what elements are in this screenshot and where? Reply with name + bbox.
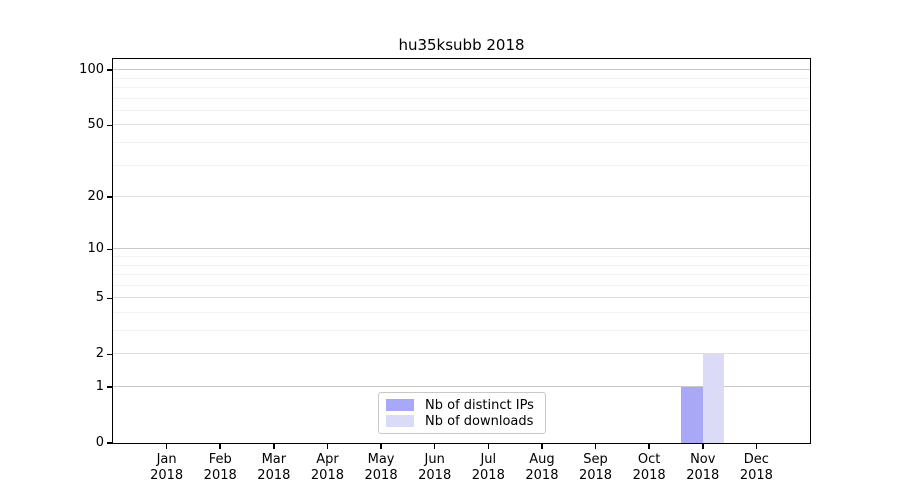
y-tick-label-20: 20	[87, 189, 104, 205]
y-tick-5	[107, 297, 112, 299]
x-tick-year: 2018	[632, 468, 666, 483]
x-tick-month: Sep	[583, 452, 608, 467]
x-tick-label-dec: Dec 2018	[724, 452, 788, 484]
x-tick-jan	[165, 444, 168, 449]
x-tick-label-sep: Sep 2018	[564, 452, 628, 484]
y-tick-100	[107, 69, 112, 71]
legend-item-distinct-ips: Nb of distinct IPs	[386, 397, 538, 413]
y-gridline-10	[113, 248, 810, 250]
x-tick-year: 2018	[364, 468, 398, 483]
y-gridline-2	[113, 353, 810, 355]
x-tick-year: 2018	[525, 468, 559, 483]
x-tick-year: 2018	[471, 468, 505, 483]
x-tick-label-nov: Nov 2018	[671, 452, 735, 484]
y-gridline-20	[113, 196, 810, 198]
x-tick-month: Jan	[156, 452, 177, 467]
y-gridline-9	[113, 256, 810, 257]
y-gridline-50	[113, 124, 810, 126]
y-gridline-90	[113, 77, 810, 79]
x-tick-label-mar: Mar 2018	[242, 452, 306, 484]
legend-swatch-distinct-ips	[386, 399, 414, 411]
y-tick-label-10: 10	[87, 241, 104, 257]
x-tick-label-apr: Apr 2018	[295, 452, 359, 484]
y-tick-0	[107, 442, 112, 444]
bar-nov-downloads	[702, 354, 725, 443]
x-tick-month: Mar	[261, 452, 287, 467]
x-tick-year: 2018	[418, 468, 452, 483]
x-tick-label-oct: Oct 2018	[617, 452, 681, 484]
x-tick-year: 2018	[310, 468, 344, 483]
y-tick-20	[107, 196, 112, 198]
x-tick-label-aug: Aug 2018	[510, 452, 574, 484]
y-gridline-6	[113, 284, 810, 286]
y-gridline-7	[113, 274, 810, 276]
x-tick-year: 2018	[203, 468, 237, 483]
legend-item-downloads: Nb of downloads	[386, 413, 538, 429]
y-tick-1	[107, 386, 112, 388]
legend-label-downloads: Nb of downloads	[425, 413, 534, 429]
bar-layer	[113, 59, 810, 443]
y-gridline-40	[113, 142, 810, 144]
x-tick-year: 2018	[739, 468, 773, 483]
y-tick-label-100: 100	[79, 62, 104, 78]
y-gridline-3	[113, 330, 810, 332]
y-tick-label-1: 1	[95, 379, 104, 394]
bar-nov-distinct-ips	[681, 387, 703, 443]
x-tick-apr	[326, 444, 329, 449]
x-tick-month: Nov	[690, 452, 716, 467]
x-tick-jun	[433, 444, 436, 449]
y-gridline-100	[113, 69, 810, 71]
x-tick-month: Aug	[529, 452, 555, 467]
x-tick-aug	[541, 444, 543, 449]
x-tick-month: Apr	[316, 452, 339, 467]
x-tick-year: 2018	[150, 468, 184, 483]
y-gridline-70	[113, 97, 810, 99]
x-tick-month: Oct	[637, 452, 661, 467]
y-gridline-5	[113, 297, 810, 299]
legend-label-distinct-ips: Nb of distinct IPs	[425, 397, 534, 413]
x-tick-month: Jun	[424, 452, 445, 467]
y-tick-10	[107, 248, 112, 251]
y-gridline-1	[113, 386, 810, 388]
x-tick-label-may: May 2018	[349, 452, 413, 484]
y-gridline-80	[113, 87, 810, 89]
x-tick-oct	[648, 444, 650, 449]
y-tick-2	[107, 353, 112, 355]
x-tick-feb	[219, 444, 221, 449]
legend-swatch-downloads	[386, 415, 414, 427]
plot-area	[112, 58, 811, 444]
x-tick-year: 2018	[578, 468, 613, 483]
y-tick-label-2: 2	[95, 346, 104, 362]
x-tick-month: May	[367, 452, 395, 467]
y-gridline-60	[113, 109, 810, 111]
x-tick-mar	[273, 444, 275, 449]
y-tick-label-0: 0	[95, 435, 104, 450]
y-gridline-8	[113, 264, 810, 266]
x-tick-month: Dec	[743, 452, 769, 467]
x-tick-nov	[702, 444, 704, 449]
x-tick-dec	[755, 444, 758, 449]
x-tick-label-jul: Jul 2018	[456, 452, 520, 484]
x-tick-label-jan: Jan 2018	[135, 452, 199, 484]
y-tick-label-50: 50	[87, 117, 104, 133]
x-tick-year: 2018	[257, 468, 291, 483]
x-tick-month: Jul	[480, 452, 497, 467]
x-tick-may	[380, 444, 382, 449]
y-gridline-4	[113, 312, 810, 313]
x-tick-year: 2018	[686, 468, 720, 483]
x-tick-jul	[487, 444, 490, 449]
x-tick-sep	[594, 444, 597, 449]
y-gridline-30	[113, 164, 810, 166]
legend: Nb of distinct IPs Nb of downloads	[378, 392, 546, 434]
x-tick-label-jun: Jun 2018	[403, 452, 467, 484]
y-tick-50	[107, 124, 112, 127]
grid-layer	[113, 59, 810, 443]
chart-title: hu35ksubb 2018	[398, 36, 525, 54]
x-tick-month: Feb	[208, 452, 232, 467]
y-tick-label-5: 5	[95, 290, 104, 306]
x-tick-label-feb: Feb 2018	[188, 452, 252, 484]
